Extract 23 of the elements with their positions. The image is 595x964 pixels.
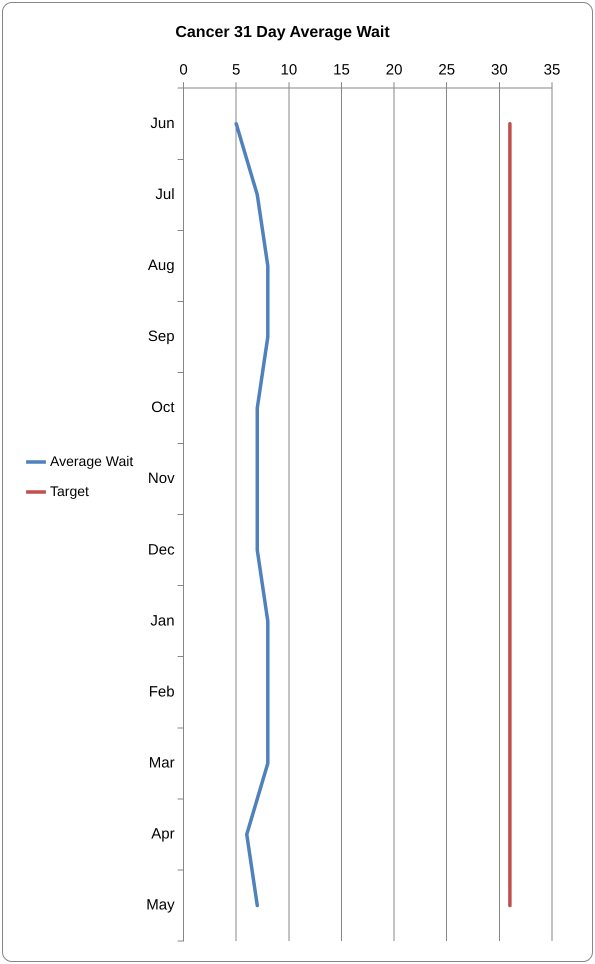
chart-title: Cancer 31 Day Average Wait: [175, 24, 390, 42]
y-tick-label: May: [146, 896, 176, 914]
x-tick-label: 35: [544, 61, 560, 78]
y-tick-label: Dec: [148, 541, 176, 558]
y-tick-label: Aug: [148, 257, 175, 274]
legend-label: Average Wait: [50, 452, 134, 469]
x-tick-label: 30: [491, 61, 508, 78]
x-tick-label: 10: [280, 61, 298, 78]
y-tick-label: Jun: [150, 114, 175, 132]
y-tick-label: Apr: [151, 826, 175, 843]
y-tick-label: Jan: [150, 612, 175, 630]
x-tick-label: 25: [438, 61, 456, 78]
x-tick-label: 5: [232, 61, 240, 78]
y-tick-label: Oct: [151, 399, 176, 416]
x-tick-label: 20: [386, 61, 402, 78]
y-tick-label: Nov: [148, 470, 176, 488]
y-tick-label: Feb: [148, 683, 175, 700]
x-tick-label: 0: [179, 61, 188, 78]
y-tick-label: Sep: [148, 328, 175, 346]
legend-label: Target: [50, 482, 90, 499]
y-tick-label: Jul: [155, 186, 175, 203]
x-tick-label: 15: [333, 61, 350, 78]
y-tick-label: Mar: [148, 754, 175, 772]
